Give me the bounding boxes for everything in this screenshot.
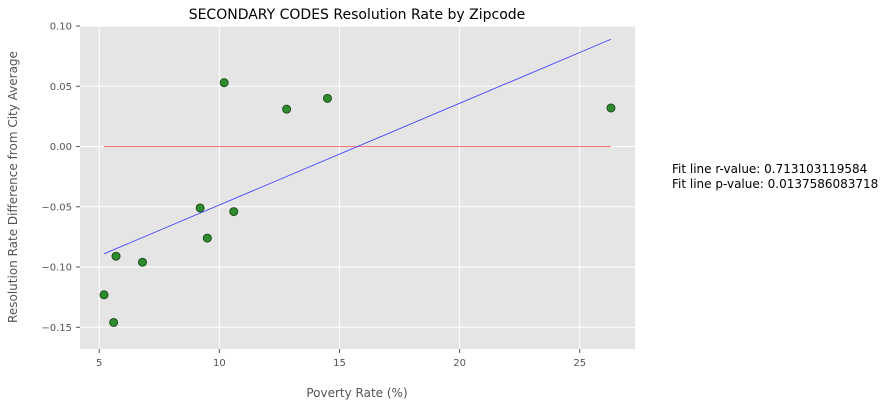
- y-tick-label: 0.00: [50, 142, 72, 153]
- x-axis-ticks: 5 10 15 20 25: [96, 349, 586, 369]
- y-axis-ticks: −0.15 −0.10 −0.05 0.00 0.05 0.10: [41, 22, 80, 334]
- x-tick-label: 20: [453, 358, 466, 369]
- data-point: [99, 290, 109, 300]
- data-point: [195, 203, 205, 213]
- data-point: [202, 233, 212, 243]
- y-axis-label: Resolution Rate Difference from City Ave…: [6, 51, 20, 323]
- x-tick-label: 10: [213, 358, 226, 369]
- p-value-text: Fit line p-value: 0.0137586083718: [672, 177, 879, 191]
- y-tick-label: −0.05: [41, 202, 72, 213]
- r-value-text: Fit line r-value: 0.713103119584: [672, 162, 868, 176]
- x-tick-label: 5: [96, 358, 102, 369]
- trend-lines: [103, 38, 612, 255]
- data-points: [99, 78, 616, 327]
- plot-area: [80, 26, 635, 349]
- data-point: [322, 93, 332, 103]
- data-point: [137, 257, 147, 267]
- y-tick-label: −0.15: [41, 323, 72, 334]
- y-tick-label: 0.05: [50, 82, 72, 93]
- data-point: [282, 104, 292, 114]
- x-tick-label: 15: [333, 358, 346, 369]
- data-point: [109, 317, 119, 327]
- y-tick-label: 0.10: [50, 22, 72, 33]
- fit-stats-annotation: Fit line r-value: 0.713103119584 Fit lin…: [672, 162, 878, 192]
- chart-title: SECONDARY CODES Resolution Rate by Zipco…: [189, 7, 526, 23]
- fit-line: [103, 38, 612, 255]
- y-tick-label: −0.10: [41, 263, 72, 274]
- data-point: [219, 78, 229, 88]
- data-point: [606, 103, 616, 113]
- x-tick-label: 25: [573, 358, 586, 369]
- data-point: [229, 207, 239, 217]
- data-point: [111, 251, 121, 261]
- x-axis-label: Poverty Rate (%): [306, 386, 407, 400]
